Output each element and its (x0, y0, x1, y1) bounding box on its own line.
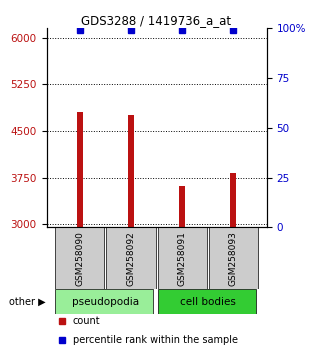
Text: pseudopodia: pseudopodia (72, 297, 139, 307)
Text: cell bodies: cell bodies (180, 297, 236, 307)
Bar (106, 227, 156, 290)
Text: GSM258091: GSM258091 (178, 231, 187, 286)
Bar (128, 115, 134, 227)
Text: percentile rank within the sample: percentile rank within the sample (73, 335, 238, 344)
Text: GSM258093: GSM258093 (229, 231, 238, 286)
Text: GSM258092: GSM258092 (126, 231, 135, 286)
Bar (157, 227, 207, 290)
Bar (55, 227, 104, 290)
Bar (179, 186, 185, 227)
Bar (157, 290, 256, 314)
Bar (209, 227, 258, 290)
Bar (230, 173, 237, 227)
Text: GSM258090: GSM258090 (75, 231, 84, 286)
Bar (77, 112, 83, 227)
Title: GDS3288 / 1419736_a_at: GDS3288 / 1419736_a_at (82, 14, 232, 27)
Text: other ▶: other ▶ (9, 297, 46, 307)
Text: count: count (73, 316, 100, 326)
Bar (55, 290, 153, 314)
